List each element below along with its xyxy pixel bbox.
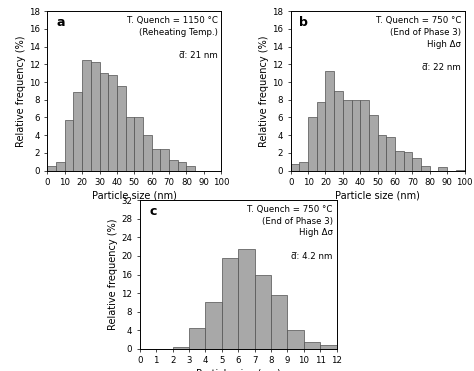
Bar — [326, 71, 334, 171]
Bar — [300, 162, 308, 171]
Y-axis label: Relative frequency (%): Relative frequency (%) — [109, 219, 118, 330]
Bar — [134, 118, 143, 171]
Bar — [100, 73, 108, 171]
Text: T. Quench = 1150 °C
(Reheating Temp.)

d̅: 21 nm: T. Quench = 1150 °C (Reheating Temp.) d̅… — [127, 16, 218, 60]
Bar — [222, 258, 238, 349]
X-axis label: Particle size (nm): Particle size (nm) — [92, 190, 177, 200]
Bar — [189, 328, 205, 349]
Bar — [304, 342, 320, 349]
Y-axis label: Relative frequency (%): Relative frequency (%) — [16, 35, 26, 147]
Bar — [395, 151, 404, 171]
Bar — [152, 148, 160, 171]
Bar — [169, 160, 178, 171]
Bar — [73, 92, 82, 171]
Bar — [378, 135, 386, 171]
Bar — [238, 249, 255, 349]
Bar — [360, 100, 369, 171]
Bar — [320, 345, 337, 349]
Bar — [82, 60, 91, 171]
Bar — [126, 118, 134, 171]
Bar — [178, 162, 186, 171]
Bar — [421, 166, 430, 171]
Bar — [91, 62, 100, 171]
X-axis label: Particle size (nm): Particle size (nm) — [196, 368, 281, 371]
Bar — [65, 120, 73, 171]
Bar — [108, 75, 117, 171]
Bar — [186, 166, 195, 171]
X-axis label: Particle size (nm): Particle size (nm) — [335, 190, 420, 200]
Bar — [386, 137, 395, 171]
Bar — [334, 91, 343, 171]
Bar — [343, 100, 352, 171]
Bar — [173, 347, 189, 349]
Bar — [317, 102, 326, 171]
Text: T. Quench = 750 °C
(End of Phase 3)
High Δσ

d̅: 22 nm: T. Quench = 750 °C (End of Phase 3) High… — [376, 16, 461, 72]
Text: a: a — [56, 16, 64, 29]
Text: c: c — [150, 205, 157, 218]
Bar — [56, 162, 65, 171]
Bar — [412, 158, 421, 171]
Bar — [287, 330, 304, 349]
Bar — [117, 86, 126, 171]
Bar — [291, 164, 300, 171]
Bar — [369, 115, 378, 171]
Bar — [271, 295, 287, 349]
Bar — [438, 167, 447, 171]
Text: b: b — [300, 16, 308, 29]
Text: T. Quench = 750 °C
(End of Phase 3)
High Δσ

d̅: 4.2 nm: T. Quench = 750 °C (End of Phase 3) High… — [247, 205, 333, 261]
Bar — [352, 100, 360, 171]
Bar — [255, 275, 271, 349]
Bar — [456, 170, 465, 171]
Bar — [308, 118, 317, 171]
Y-axis label: Relative frequency (%): Relative frequency (%) — [259, 35, 269, 147]
Bar — [143, 135, 152, 171]
Bar — [160, 148, 169, 171]
Bar — [205, 302, 222, 349]
Bar — [404, 152, 412, 171]
Bar — [47, 166, 56, 171]
